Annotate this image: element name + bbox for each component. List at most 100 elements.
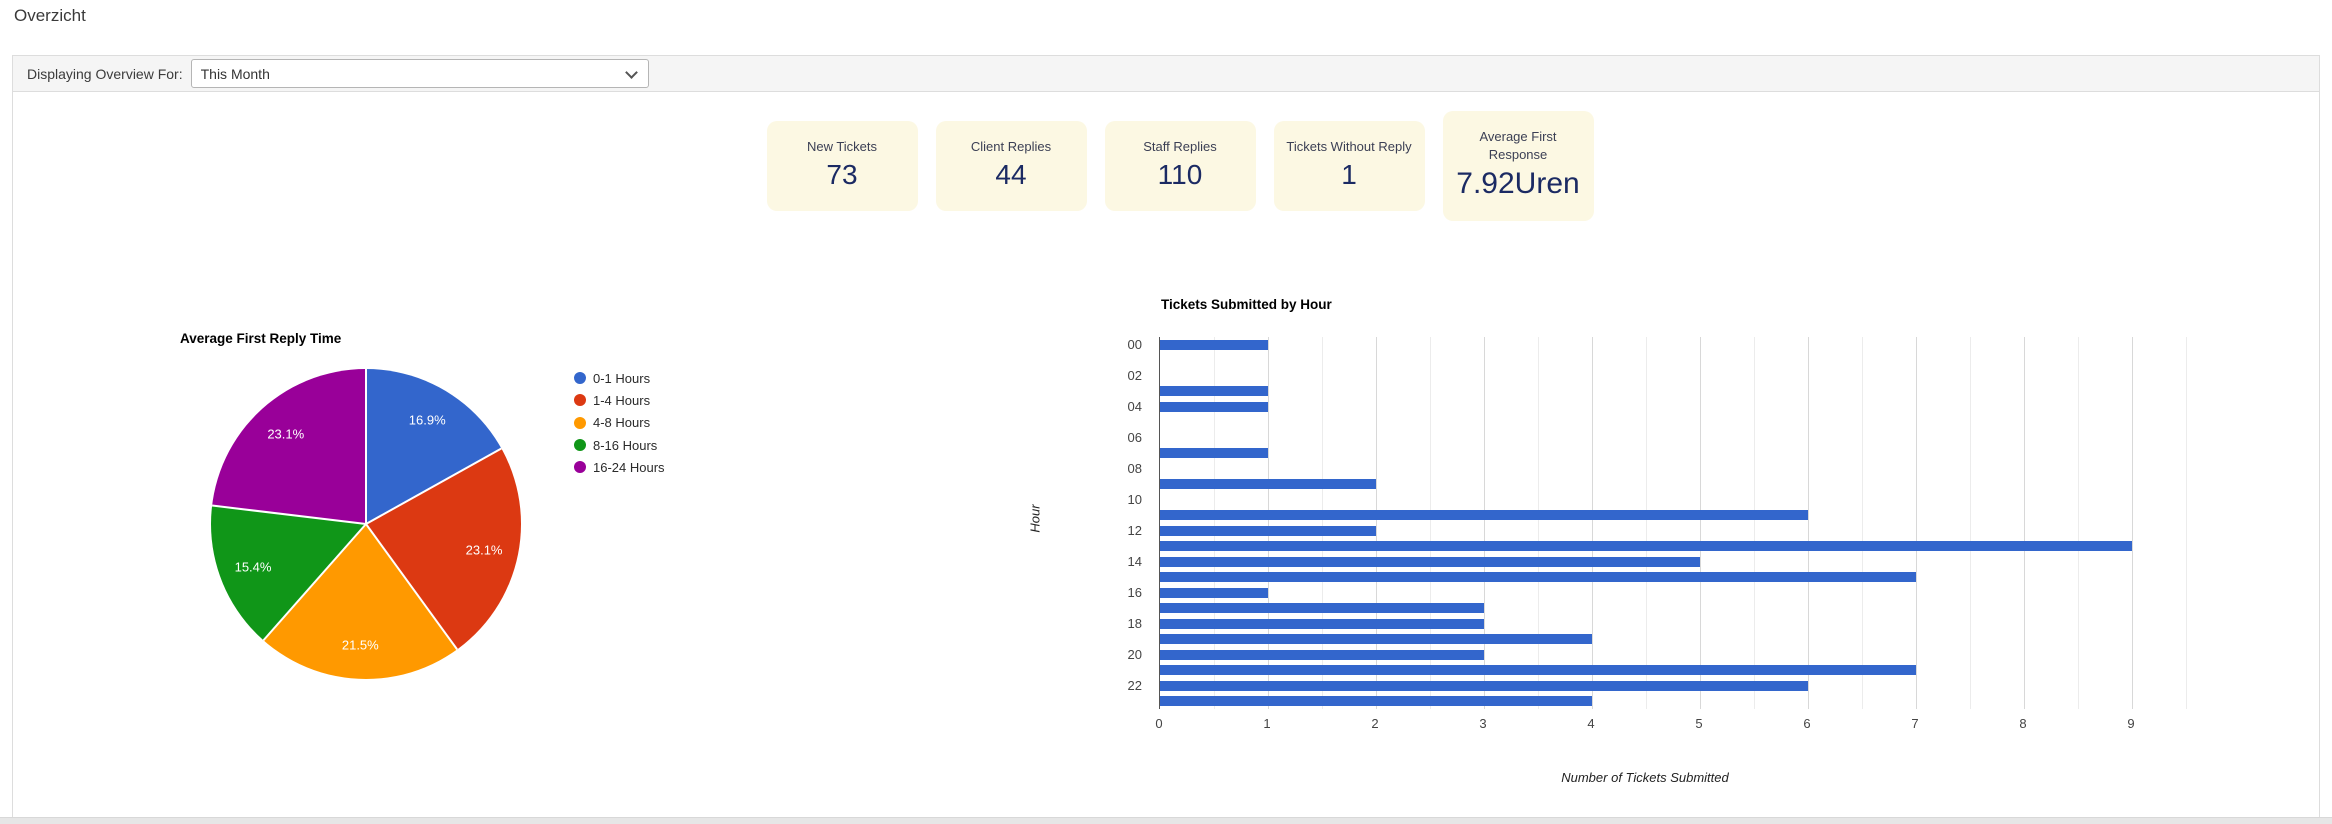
gridline [2186,337,2187,709]
x-tick-label: 9 [2127,716,2135,731]
pie-slice-label: 21.5% [341,637,379,653]
legend-swatch-icon [574,461,586,474]
x-tick-label: 4 [1587,716,1595,731]
bar[interactable] [1160,541,2132,552]
bar[interactable] [1160,572,1916,583]
legend-item: 16-24 Hours [574,456,665,478]
pie-chart[interactable]: 16.9% 23.1% 21.5% 15.4% 23.1% [211,369,521,679]
legend-swatch-icon [574,372,586,385]
y-tick-label: 22 [1127,677,1142,693]
y-tick-label: 02 [1127,367,1142,383]
stats-row: New Tickets 73 Client Replies 44 Staff Repli… [14,108,2332,224]
gridline [1322,337,1323,709]
stat-label: Tickets Without Reply [1286,139,1412,154]
gridline [2078,337,2079,709]
bar[interactable] [1160,556,1700,567]
gridline [1484,337,1485,709]
bar[interactable] [1160,696,1592,707]
gridline [1700,337,1701,709]
gridline [1592,337,1593,709]
bottom-divider [0,817,2332,824]
stat-label: New Tickets [806,139,878,154]
x-tick-label: 6 [1803,716,1811,731]
y-tick-label: 14 [1127,553,1142,569]
x-tick-label: 1 [1263,716,1271,731]
pie-slice-separator [211,504,367,525]
stat-value: 1 [1341,159,1357,190]
stat-value: 73 [826,159,858,190]
gridline [1646,337,1647,709]
stat-label: Client Replies [970,139,1052,154]
bar[interactable] [1160,525,1376,536]
bar[interactable] [1160,618,1484,629]
stat-card: New Tickets 73 [766,121,918,211]
stat-value: 7.92Uren [1456,167,1580,200]
gridline [2024,337,2025,709]
bar[interactable] [1160,510,1808,521]
stat-value: 44 [995,159,1027,190]
pie-slice-separator [365,523,458,650]
stat-value: 110 [1157,159,1203,190]
y-tick-label: 08 [1127,460,1142,476]
gridline [1376,337,1377,709]
stat-card: Client Replies 44 [935,121,1087,211]
x-tick-label: 7 [1911,716,1919,731]
y-tick-label: 18 [1127,615,1142,631]
gridline [1268,337,1269,709]
legend-item: 8-16 Hours [574,434,665,456]
x-tick-label: 8 [2019,716,2027,731]
x-tick-label: 2 [1371,716,1379,731]
bar[interactable] [1160,634,1592,645]
gridline [1430,337,1431,709]
bar-chart-y-ticks: 00 02 04 06 08 10 12 14 16 18 20 22 [1092,337,1150,709]
bar-chart-plot-area [1159,337,2187,709]
pie-slice-label: 15.4% [234,559,272,575]
legend-label: 0-1 Hours [593,370,651,386]
pie-slice-label: 23.1% [465,542,503,558]
overview-toolbar: Displaying Overview For: This Month [13,56,2319,92]
bar-chart-x-ticks: 0 1 2 3 4 5 6 7 8 9 [1155,716,2185,734]
gridline [1862,337,1863,709]
legend-swatch-icon [574,394,586,407]
bar[interactable] [1160,649,1484,660]
legend-label: 16-24 Hours [593,459,665,475]
bar[interactable] [1160,665,1916,676]
x-tick-label: 0 [1155,716,1163,731]
gridline [1970,337,1971,709]
y-tick-label: 12 [1127,522,1142,538]
period-select[interactable]: This Month [190,59,649,88]
bar[interactable] [1160,587,1268,598]
y-tick-label: 04 [1127,398,1142,414]
stat-label: Average First Response [1479,129,1557,162]
gridline [2132,337,2133,709]
bar[interactable] [1160,603,1484,614]
gridline [1916,337,1917,709]
bar[interactable] [1160,386,1268,397]
pie-slice-separator [365,447,502,525]
gridline [1754,337,1755,709]
bar[interactable] [1160,401,1268,412]
bar[interactable] [1160,339,1268,350]
gridline [1808,337,1809,709]
bar[interactable] [1160,448,1268,459]
x-tick-label: 3 [1479,716,1487,731]
period-select-wrap: This Month [190,59,649,88]
y-tick-label: 00 [1127,336,1142,352]
legend-item: 1-4 Hours [574,389,665,411]
legend-item: 4-8 Hours [574,412,665,434]
y-tick-label: 10 [1127,491,1142,507]
legend-label: 4-8 Hours [593,415,651,431]
bar-chart-x-axis-title: Number of Tickets Submitted [1561,770,1729,785]
bar[interactable] [1160,479,1376,490]
legend-label: 1-4 Hours [593,392,651,408]
pie-slice-separator [365,369,367,524]
y-tick-label: 20 [1127,646,1142,662]
stat-card: Staff Replies 110 [1104,121,1256,211]
gridline [1538,337,1539,709]
stat-card: Average First Response 7.92Uren [1442,111,1594,221]
bar-chart-title: Tickets Submitted by Hour [1161,297,1332,312]
legend-swatch-icon [574,439,586,452]
stat-label: Staff Replies [1143,139,1217,154]
bar[interactable] [1160,680,1808,691]
